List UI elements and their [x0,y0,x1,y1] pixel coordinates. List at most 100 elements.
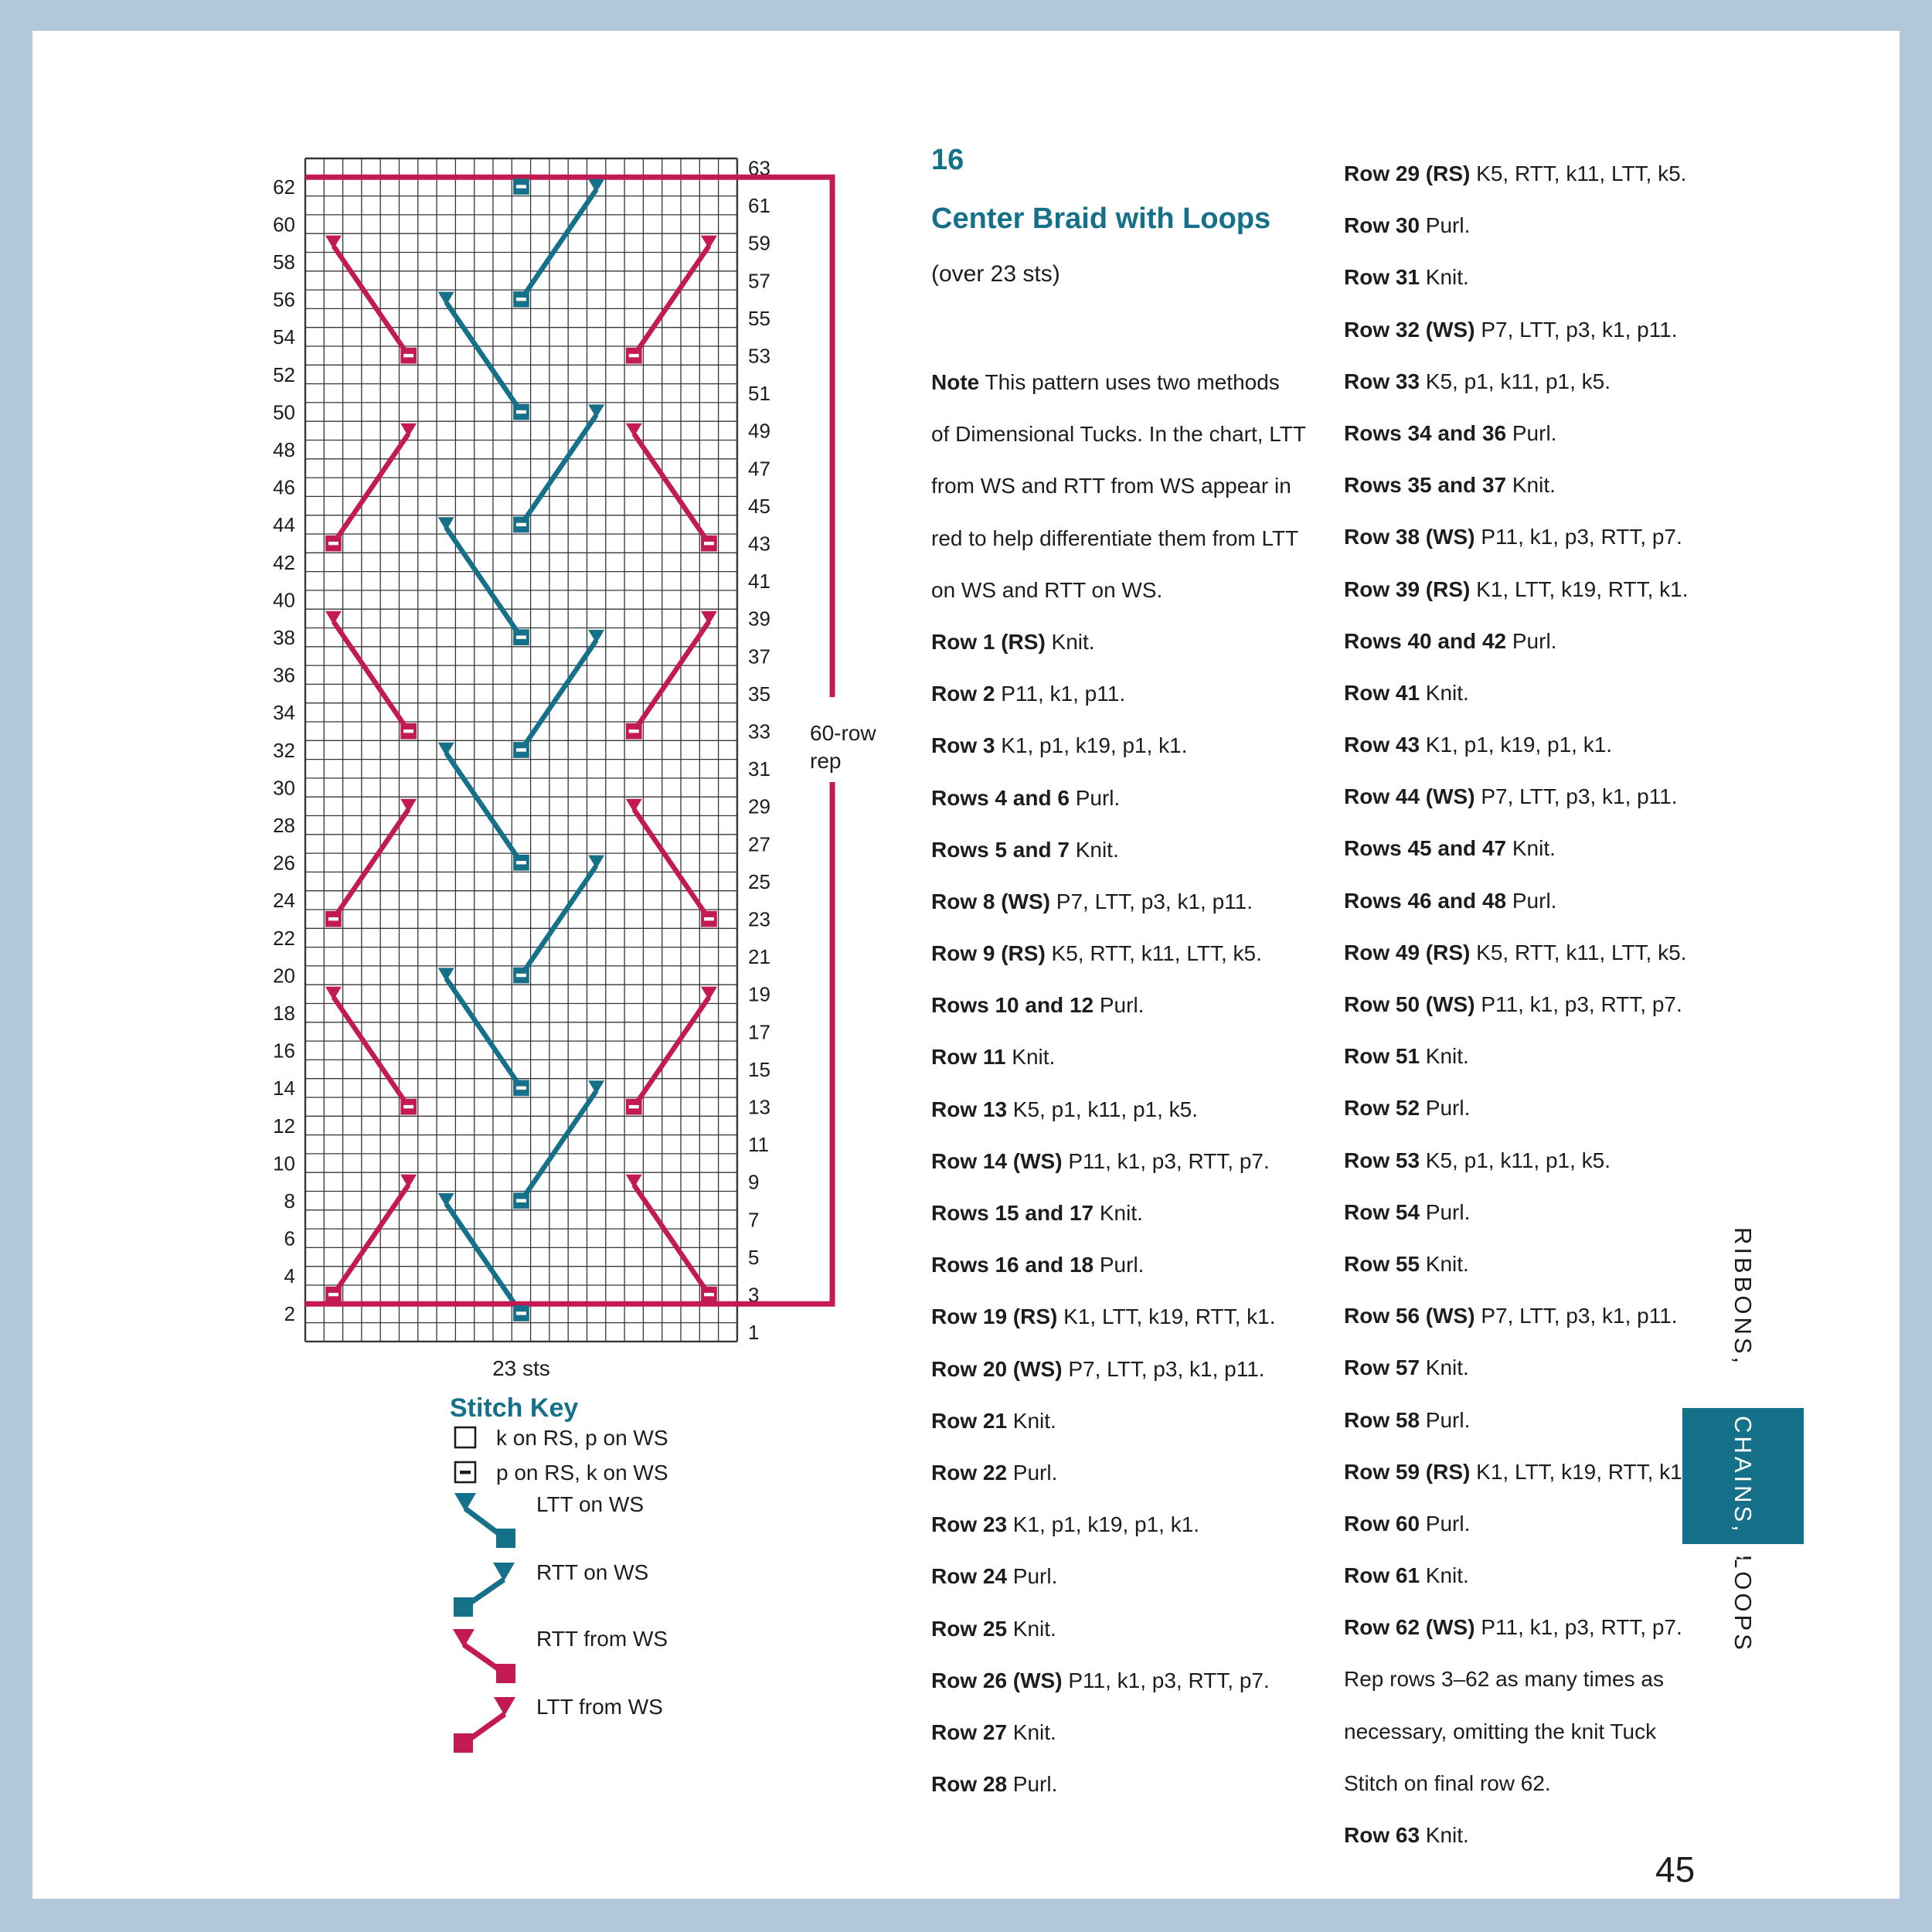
key-label-ltt-on-ws: LTT on WS [536,1492,645,1516]
tuck-arrowhead [437,1193,454,1207]
tuck-arrowhead [700,611,717,625]
row-number-left: 48 [273,438,295,461]
pattern-title: Center Braid with Loops [931,202,1271,235]
instruction-line: Row 31 Knit. [1344,265,1469,290]
instruction-line: Row 25 Knit. [931,1616,1056,1641]
instruction-line: Stitch on final row 62. [1344,1770,1551,1795]
instruction-line: Rep rows 3–62 as many times as [1344,1667,1664,1692]
instruction-line: Row 29 (RS) K5, RTT, k11, LTT, k5. [1344,162,1687,185]
instruction-line: Row 27 Knit. [931,1719,1056,1744]
instruction-line: Rows 15 and 17 Knit. [931,1201,1143,1225]
instruction-line: Row 32 (WS) P7, LTT, p3, k1, p11. [1344,317,1678,342]
tuck-square-dash [328,917,338,921]
instruction-line: of Dimensional Tucks. In the chart, LTT [931,422,1307,447]
instruction-line: Row 24 Purl. [931,1564,1058,1589]
instruction-line: on WS and RTT on WS. [931,577,1163,602]
row-number-right: 51 [748,382,770,405]
row-number-left: 52 [273,363,295,386]
row-number-right: 55 [748,307,770,330]
key-tuck-square-icon [496,1529,515,1548]
tuck-square-dash [515,185,526,189]
tuck-line [519,638,599,752]
instruction-line: Row 26 (WS) P11, k1, p3, RTT, p7. [931,1668,1270,1692]
stitch-count-label: 23 sts [492,1356,550,1380]
row-number-right: 21 [748,945,770,968]
tuck-arrowhead [437,968,454,981]
row-number-left: 2 [284,1302,295,1325]
repeat-label: 60-row [810,721,876,745]
tuck-square-dash [403,353,414,358]
row-number-left: 44 [273,513,295,536]
instruction-line: Row 52 Purl. [1344,1096,1471,1121]
tuck-arrowhead [700,986,717,1001]
instruction-line: Row 61 Knit. [1344,1563,1469,1588]
chapter-tab-box [1682,1408,1804,1544]
tuck-line [444,977,524,1090]
instructions-column-right: Row 29 (RS) K5, RTT, k11, LTT, k5. Row 30… [1344,148,1777,1861]
row-number-right: 7 [748,1208,759,1231]
row-number-left: 32 [273,739,295,762]
instruction-line: Row 19 (RS) K1, LTT, k19, RTT, k1. [931,1304,1276,1329]
row-number-left: 24 [273,889,295,912]
tuck-line [631,808,712,920]
instruction-line: Row 33 K5, p1, k11, p1, k5. [1344,369,1611,393]
row-number-left: 36 [273,664,295,687]
row-number-left: 6 [284,1227,295,1250]
row-number-right: 43 [748,532,770,555]
row-number-right: 33 [748,719,770,743]
instruction-line: from WS and RTT from WS appear in [931,474,1291,498]
tuck-line [331,995,411,1108]
row-number-right: 17 [748,1020,770,1043]
row-number-left: 8 [284,1189,295,1213]
instruction-line: Row 8 (WS) P7, LTT, p3, k1, p11. [931,889,1253,913]
tuck-square-dash [515,298,526,301]
instruction-line: Row 50 (WS) P11, k1, p3, RTT, p7. [1344,992,1682,1016]
tuck-square-dash [703,917,714,921]
row-number-right: 31 [748,757,770,781]
tuck-arrowhead [325,986,342,1001]
row-number-right: 9 [748,1171,759,1194]
instruction-line: Row 30 Purl. [1344,213,1471,238]
tuck-line [631,620,712,733]
instruction-line: Rows 4 and 6 Purl. [931,785,1121,810]
row-number-left: 62 [273,175,295,199]
tuck-arrowhead [400,798,417,813]
tuck-square-dash [515,748,526,752]
tuck-line [444,526,524,639]
row-number-left: 26 [273,852,295,875]
instruction-line: Row 62 (WS) P11, k1, p3, RTT, p7. [1344,1615,1682,1640]
row-number-right: 61 [748,194,770,217]
instruction-line: Row 53 K5, p1, k11, p1, k5. [1344,1148,1611,1172]
row-number-right: 25 [748,870,770,893]
tuck-arrowhead [437,517,454,531]
tuck-square-dash [515,861,526,865]
row-number-right: 27 [748,832,770,855]
key-arrowhead-icon [493,1563,515,1581]
row-number-right: 3 [748,1283,759,1306]
tuck-square-dash [628,729,639,733]
stitch-key-title: Stitch Key [450,1393,579,1423]
tuck-square-dash [328,541,338,546]
row-number-left: 58 [273,250,295,274]
tuck-line [444,1202,524,1315]
instruction-line: Rows 16 and 18 Purl. [931,1253,1145,1277]
tuck-square-dash [515,410,526,414]
row-number-right: 11 [748,1133,769,1156]
instruction-line: Row 39 (RS) K1, LTT, k19, RTT, k1. [1344,577,1689,601]
instruction-line: Rows 46 and 48 Purl. [1344,888,1557,913]
row-number-left: 60 [273,213,295,236]
tuck-square-dash [515,1086,526,1090]
instruction-line: Row 59 (RS) K1, LTT, k19, RTT, k1. [1344,1459,1689,1484]
knitting-chart: 6260585654525048464442403836343230282624… [273,156,876,1380]
row-number-right: 41 [748,570,770,593]
row-number-left: 16 [273,1039,295,1063]
repeat-label: rep [810,749,841,773]
tuck-arrowhead [625,798,642,813]
key-label-rtt-on-ws: RTT on WS [536,1560,649,1584]
tuck-line [631,1183,712,1296]
row-number-right: 37 [748,645,770,668]
instruction-line: Row 63 Knit. [1344,1823,1469,1847]
key-tuck-square-icon [496,1664,515,1683]
key-dash-icon [460,1471,471,1475]
tuck-line [631,995,712,1108]
